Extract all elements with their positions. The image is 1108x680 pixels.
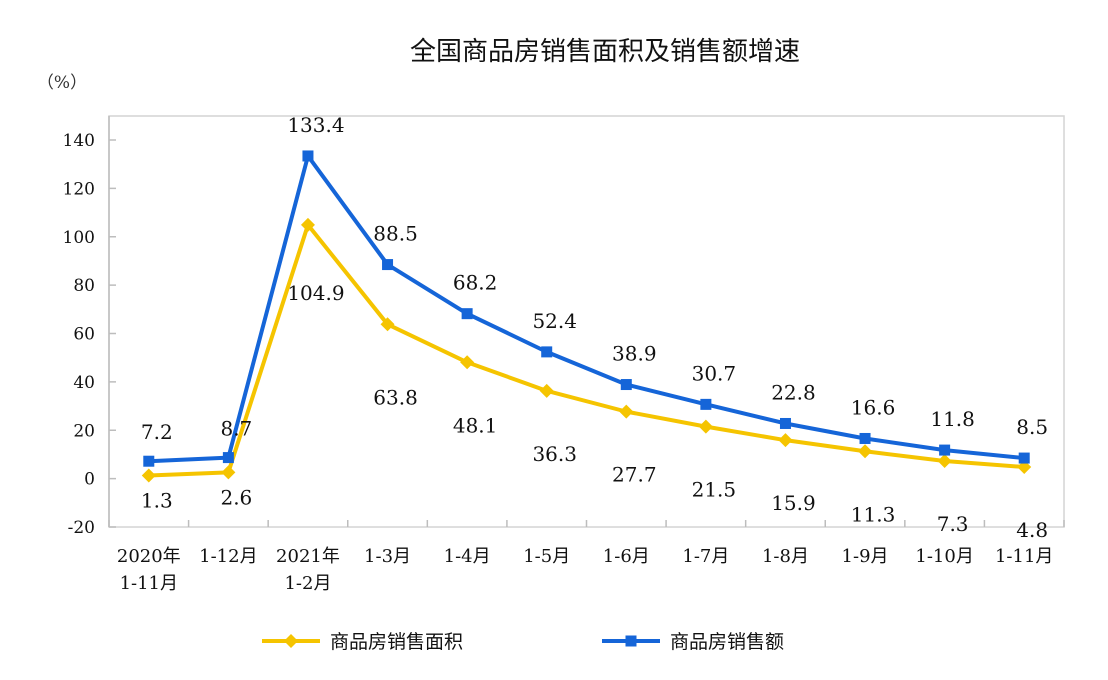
x-tick-label: 1-6月 <box>603 546 650 567</box>
data-label: 16.6 <box>851 395 896 419</box>
data-point-marker <box>221 465 236 480</box>
x-tick-label: 1-5月 <box>523 546 570 567</box>
data-label: 21.5 <box>692 478 737 502</box>
data-label: 8.7 <box>220 417 252 441</box>
data-label: 133.4 <box>287 113 344 137</box>
x-tick-label: 1-8月 <box>762 546 809 567</box>
data-label: 1.3 <box>141 488 173 512</box>
x-tick-label: 1-11月 <box>120 573 178 594</box>
y-tick-label: 60 <box>73 325 95 345</box>
data-label: 22.8 <box>771 380 816 404</box>
data-label: 11.3 <box>851 502 896 526</box>
x-tick-label: 1-7月 <box>682 546 729 567</box>
y-axis: 140 120 100 80 60 40 20 0 -20 <box>63 116 116 538</box>
data-label: 27.7 <box>612 463 657 487</box>
data-label: 2.6 <box>220 485 252 509</box>
chart-title: 全国商品房销售面积及销售额增速 <box>410 37 800 67</box>
data-point-marker <box>858 444 873 459</box>
data-point-marker <box>541 346 553 358</box>
data-point-marker <box>778 433 793 448</box>
data-point-marker <box>143 455 155 467</box>
x-tick-label: 1-2月 <box>284 573 331 594</box>
x-tick-label: 2020年 <box>117 546 181 567</box>
data-point-marker <box>939 444 951 456</box>
x-tick-label: 1-3月 <box>364 546 411 567</box>
data-label: 7.2 <box>141 420 173 444</box>
data-point-marker <box>460 355 475 370</box>
data-label: 30.7 <box>692 361 737 385</box>
data-point-marker <box>382 259 394 271</box>
data-point-marker <box>461 308 473 320</box>
data-label: 15.9 <box>771 491 816 515</box>
y-tick-label: 40 <box>73 373 95 393</box>
data-point-marker <box>302 150 314 162</box>
y-tick-label: 80 <box>73 276 95 296</box>
y-tick-label: 100 <box>63 228 95 248</box>
y-tick-label: 120 <box>63 179 95 199</box>
data-label: 68.2 <box>453 271 498 295</box>
data-point-marker <box>141 468 156 483</box>
legend-marker-0 <box>284 634 298 648</box>
data-label-layer: 1.3 2.6 104.9 63.8 48.1 36.3 27.7 21.5 15.9 11.3 7… <box>141 113 1048 542</box>
data-point-marker <box>1018 452 1030 464</box>
x-tick-label: 1-10月 <box>915 546 973 567</box>
data-point-marker <box>937 453 952 468</box>
x-tick-label: 1-12月 <box>199 546 257 567</box>
data-label: 36.3 <box>532 442 577 466</box>
data-point-marker <box>300 217 315 232</box>
y-tick-label: -20 <box>68 518 95 538</box>
data-label: 7.3 <box>937 512 969 536</box>
x-axis: 2020年 1-11月 1-12月 2021年 1-2月 1-3月 1-4月 1-5月 1-6月… <box>108 520 1065 594</box>
data-point-marker <box>380 317 395 332</box>
legend-marker-1 <box>625 635 637 647</box>
data-point-marker <box>859 432 871 444</box>
y-unit-label: （%） <box>37 73 87 93</box>
series-layer <box>141 150 1032 483</box>
data-point-marker <box>700 398 712 410</box>
data-point-marker <box>698 419 713 434</box>
plot-frame <box>108 115 1065 528</box>
data-point-marker <box>619 404 634 419</box>
data-point-marker <box>539 383 554 398</box>
legend: 商品房销售面积 商品房销售额 <box>262 631 784 653</box>
data-label: 38.9 <box>612 342 657 366</box>
data-label: 52.4 <box>532 309 577 333</box>
legend-label-0: 商品房销售面积 <box>330 631 463 653</box>
series-line-1 <box>148 153 1025 464</box>
data-label: 63.8 <box>373 385 418 409</box>
data-label: 11.8 <box>930 407 975 431</box>
data-label: 48.1 <box>453 413 498 437</box>
data-point-marker <box>222 452 234 464</box>
x-tick-label: 1-4月 <box>444 546 491 567</box>
x-tick-label: 2021年 <box>276 546 340 567</box>
data-label: 104.9 <box>287 281 344 305</box>
y-tick-label: 140 <box>63 131 95 151</box>
y-tick-label: 20 <box>73 421 95 441</box>
series-line-0 <box>148 222 1025 478</box>
data-label: 88.5 <box>373 222 418 246</box>
data-point-marker <box>620 379 632 391</box>
legend-label-1: 商品房销售额 <box>670 631 784 653</box>
data-label: 4.8 <box>1016 518 1048 542</box>
data-point-marker <box>779 417 791 429</box>
x-tick-label: 1-9月 <box>842 546 889 567</box>
x-tick-label: 1-11月 <box>995 546 1053 567</box>
y-tick-label: 0 <box>84 470 95 490</box>
data-label: 8.5 <box>1016 415 1048 439</box>
